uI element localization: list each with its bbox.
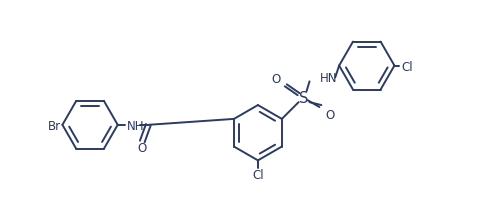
Text: S: S <box>299 91 308 106</box>
Text: O: O <box>325 109 335 122</box>
Text: Cl: Cl <box>401 61 413 74</box>
Text: HN: HN <box>320 72 337 86</box>
Text: Br: Br <box>48 120 61 133</box>
Text: Cl: Cl <box>252 169 264 182</box>
Text: NH: NH <box>127 120 144 133</box>
Text: O: O <box>138 143 147 155</box>
Text: O: O <box>272 73 281 86</box>
